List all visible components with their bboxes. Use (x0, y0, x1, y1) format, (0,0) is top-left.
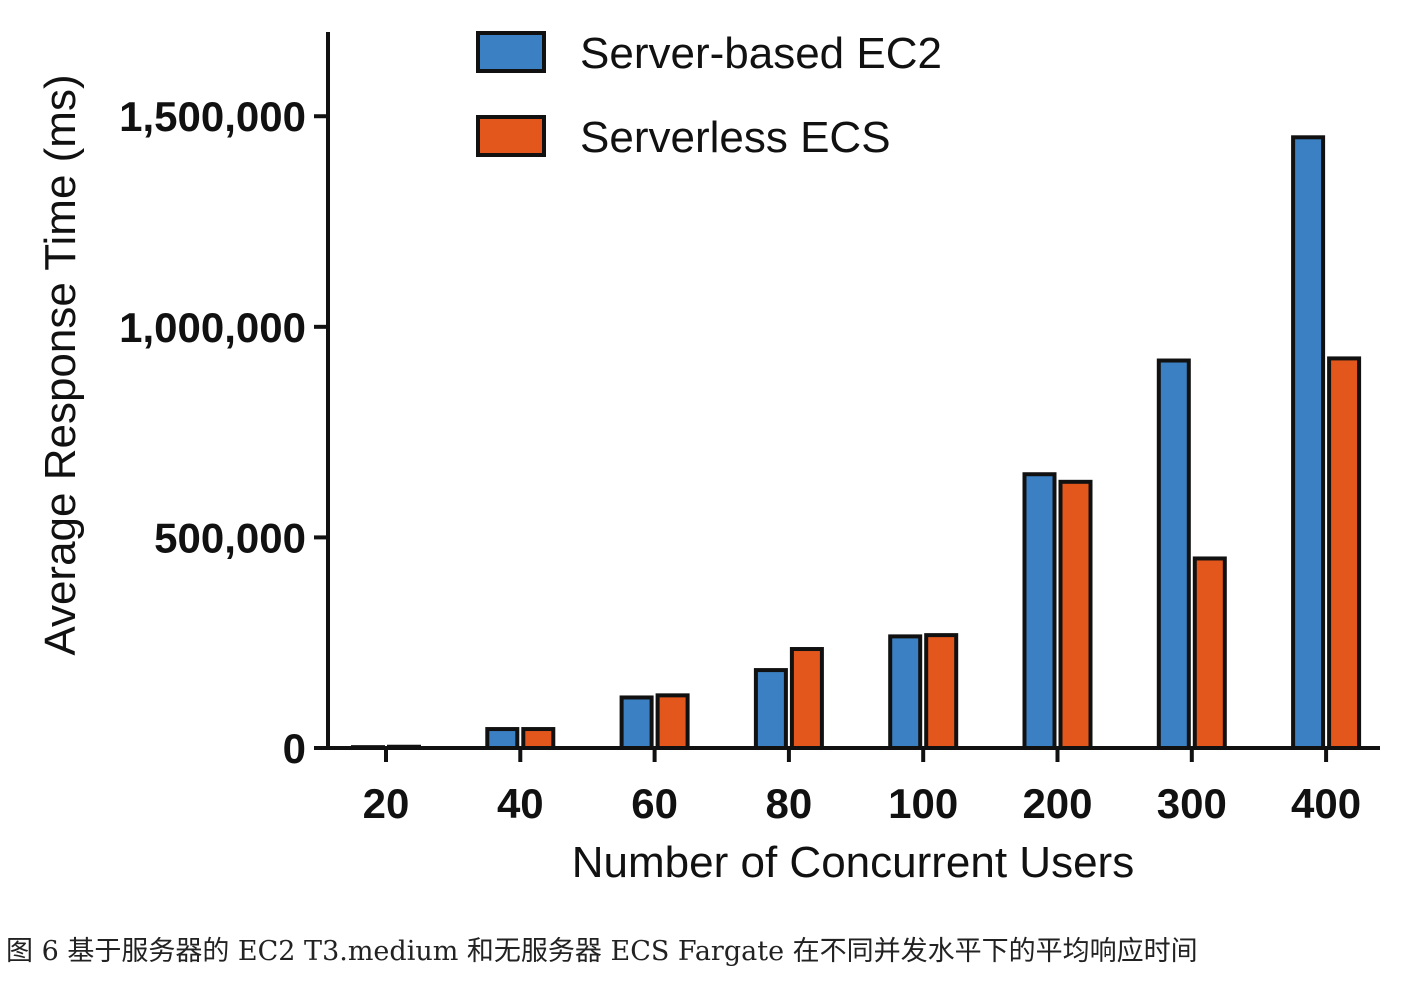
bar-server-based-ec2-400 (1291, 135, 1326, 750)
y-tick-label: 1,500,000 (119, 93, 306, 140)
bar-serverless-ecs-200 (1058, 479, 1093, 750)
bar-serverless-ecs-100 (924, 633, 959, 750)
legend-swatch-server-based-ec2 (476, 31, 546, 73)
bar-serverless-ecs-300 (1192, 556, 1227, 750)
bar-server-based-ec2-200 (1022, 472, 1057, 750)
bar-serverless-ecs-400 (1327, 356, 1362, 750)
figure-caption: 图 6 基于服务器的 EC2 T3.medium 和无服务器 ECS Farga… (6, 936, 1198, 967)
bar-server-based-ec2-300 (1156, 358, 1191, 750)
legend-swatch-serverless-ecs (476, 115, 546, 157)
legend-label-serverless-ecs: Serverless ECS (580, 113, 891, 162)
bar-serverless-ecs-80 (789, 647, 824, 751)
x-tick-label: 300 (1157, 780, 1227, 827)
y-axis-title: Average Response Time (ms) (36, 74, 85, 655)
y-tick-label: 500,000 (154, 514, 306, 561)
bar-serverless-ecs-60 (655, 693, 690, 751)
bar-server-based-ec2-100 (888, 634, 923, 751)
x-tick-label: 80 (766, 780, 813, 827)
bar-serverless-ecs-40 (521, 727, 556, 750)
x-axis-ticks: 20 40 60 80 100 200 300 400 (363, 748, 1361, 827)
x-axis-title: Number of Concurrent Users (572, 838, 1134, 887)
y-axis-ticks: 0 500,000 1,000,000 1,500,000 (119, 93, 328, 772)
x-tick-label: 100 (888, 780, 958, 827)
y-tick-label: 0 (283, 725, 306, 772)
bar-server-based-ec2-80 (753, 668, 788, 750)
x-tick-label: 60 (631, 780, 678, 827)
x-tick-label: 20 (363, 780, 410, 827)
legend-item-server-based-ec2: Server-based EC2 (476, 29, 942, 78)
y-tick-label: 1,000,000 (119, 304, 306, 351)
x-tick-label: 40 (497, 780, 544, 827)
bar-server-based-ec2-60 (619, 695, 654, 750)
bars-group (351, 135, 1362, 751)
bar-server-based-ec2-40 (485, 727, 520, 750)
x-tick-label: 200 (1022, 780, 1092, 827)
legend-item-serverless-ecs: Serverless ECS (476, 113, 891, 162)
x-tick-label: 400 (1291, 780, 1361, 827)
legend-label-server-based-ec2: Server-based EC2 (580, 29, 942, 78)
legend: Server-based EC2 Serverless ECS (476, 29, 942, 162)
